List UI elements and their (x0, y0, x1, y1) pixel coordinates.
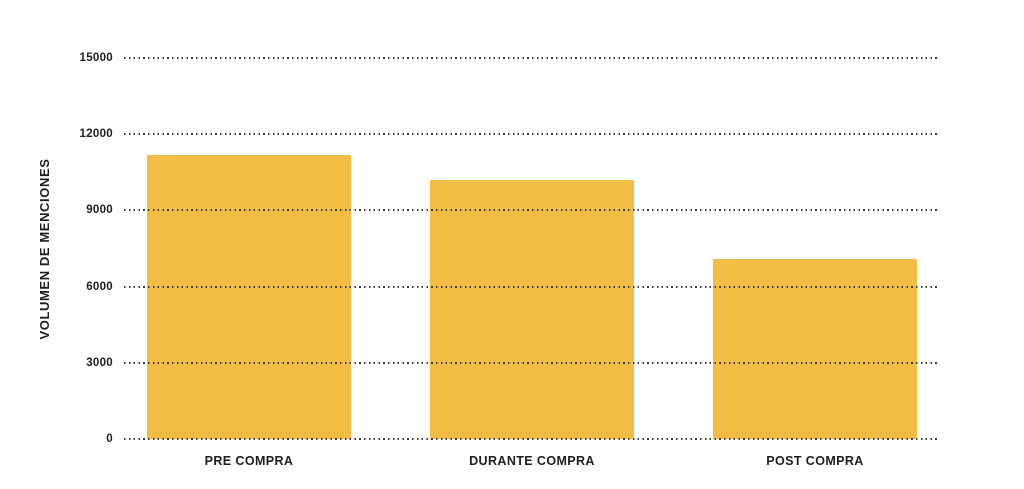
y-tick-label-15000: 15000 (79, 52, 113, 64)
bar-post-compra (713, 258, 917, 439)
y-tick-label-6000: 6000 (86, 280, 113, 293)
bar-durante-compra (430, 179, 634, 439)
gridline-0 (124, 438, 940, 440)
y-tick-label-12000: 12000 (79, 128, 113, 141)
bar-pre-compra (147, 154, 351, 439)
y-tick-label-9000: 9000 (86, 204, 113, 217)
y-tick-label-3000: 3000 (86, 356, 113, 369)
gridline-12000 (124, 133, 940, 136)
y-tick-label-0: 0 (106, 433, 113, 445)
gridline-9000 (124, 209, 940, 212)
x-tick-label-durante-compra: DURANTE COMPRA (469, 454, 595, 468)
gridline-6000 (124, 285, 940, 288)
gridline-15000 (124, 57, 940, 59)
gridline-3000 (124, 361, 940, 364)
x-tick-label-post-compra: POST COMPRA (766, 454, 864, 468)
x-tick-label-pre-compra: PRE COMPRA (204, 454, 294, 468)
